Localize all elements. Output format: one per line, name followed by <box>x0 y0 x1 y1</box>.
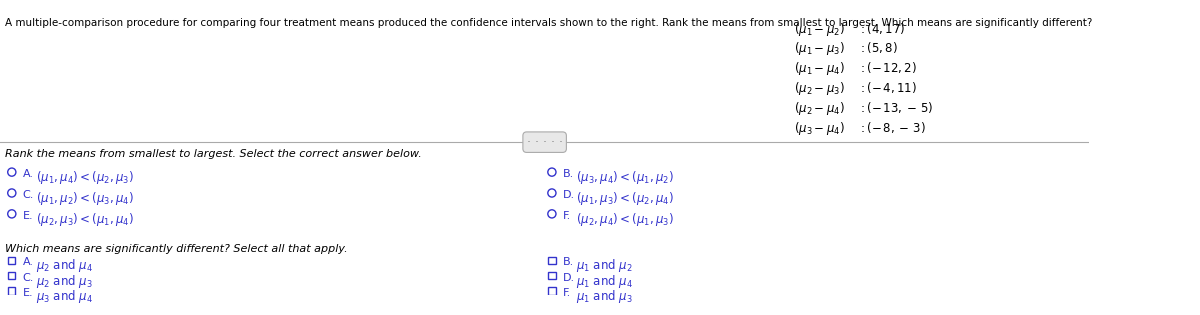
Text: $(\mu_2, \mu_4) < (\mu_1, \mu_3)$: $(\mu_2, \mu_4) < (\mu_1, \mu_3)$ <box>576 211 674 228</box>
Text: C.: C. <box>23 273 34 283</box>
Text: $: (-\, 13, -\, 5)$: $: (-\, 13, -\, 5)$ <box>858 100 934 115</box>
Text: B.: B. <box>563 169 574 180</box>
Text: A.: A. <box>23 257 34 267</box>
Text: $(\mu_1, \mu_4) < (\mu_2, \mu_3)$: $(\mu_1, \mu_4) < (\mu_2, \mu_3)$ <box>36 169 134 186</box>
Text: $: (5, 8)$: $: (5, 8)$ <box>858 41 898 55</box>
Text: Which means are significantly different? Select all that apply.: Which means are significantly different?… <box>5 244 347 254</box>
Text: $(\mu_1 - \mu_3)$: $(\mu_1 - \mu_3)$ <box>794 41 845 58</box>
Text: $: (-\, 12, 2)$: $: (-\, 12, 2)$ <box>858 60 917 76</box>
Text: $\mu_1$ and $\mu_2$: $\mu_1$ and $\mu_2$ <box>576 257 634 274</box>
Text: A multiple-comparison procedure for comparing four treatment means produced the : A multiple-comparison procedure for comp… <box>5 18 1092 28</box>
Text: E.: E. <box>23 211 34 221</box>
Text: D.: D. <box>563 190 575 200</box>
Text: A.: A. <box>23 169 34 180</box>
Text: $\mu_1$ and $\mu_3$: $\mu_1$ and $\mu_3$ <box>576 288 634 305</box>
Text: Rank the means from smallest to largest. Select the correct answer below.: Rank the means from smallest to largest.… <box>5 149 421 159</box>
Text: $: (-\, 8, -\, 3)$: $: (-\, 8, -\, 3)$ <box>858 120 925 135</box>
Text: $(\mu_3, \mu_4) < (\mu_1, \mu_2)$: $(\mu_3, \mu_4) < (\mu_1, \mu_2)$ <box>576 169 674 186</box>
Text: F.: F. <box>563 211 571 221</box>
Text: $(\mu_1 - \mu_4)$: $(\mu_1 - \mu_4)$ <box>794 60 845 77</box>
Text: $(\mu_2 - \mu_4)$: $(\mu_2 - \mu_4)$ <box>794 100 845 117</box>
Text: $\mu_3$ and $\mu_4$: $\mu_3$ and $\mu_4$ <box>36 288 94 305</box>
Text: B.: B. <box>563 257 574 267</box>
Text: $: (4, 17)$: $: (4, 17)$ <box>858 20 905 36</box>
Text: $\mu_1$ and $\mu_4$: $\mu_1$ and $\mu_4$ <box>576 273 634 290</box>
Text: $(\mu_1 - \mu_2)$: $(\mu_1 - \mu_2)$ <box>794 20 845 37</box>
Text: $\mu_2$ and $\mu_4$: $\mu_2$ and $\mu_4$ <box>36 257 94 274</box>
Text: C.: C. <box>23 190 34 200</box>
Text: D.: D. <box>563 273 575 283</box>
Text: $(\mu_3 - \mu_4)$: $(\mu_3 - \mu_4)$ <box>794 120 845 137</box>
Text: E.: E. <box>23 288 34 298</box>
Text: $(\mu_1, \mu_3) < (\mu_2, \mu_4)$: $(\mu_1, \mu_3) < (\mu_2, \mu_4)$ <box>576 190 674 207</box>
Text: $: (-\, 4, 11)$: $: (-\, 4, 11)$ <box>858 80 917 95</box>
Text: F.: F. <box>563 288 571 298</box>
Text: $(\mu_1, \mu_2) < (\mu_3, \mu_4)$: $(\mu_1, \mu_2) < (\mu_3, \mu_4)$ <box>36 190 134 207</box>
Text: $(\mu_2 - \mu_3)$: $(\mu_2 - \mu_3)$ <box>794 80 845 97</box>
Text: $\mu_2$ and $\mu_3$: $\mu_2$ and $\mu_3$ <box>36 273 94 290</box>
Text: · · · · ·: · · · · · <box>527 136 563 149</box>
Text: $(\mu_2, \mu_3) < (\mu_1, \mu_4)$: $(\mu_2, \mu_3) < (\mu_1, \mu_4)$ <box>36 211 134 228</box>
